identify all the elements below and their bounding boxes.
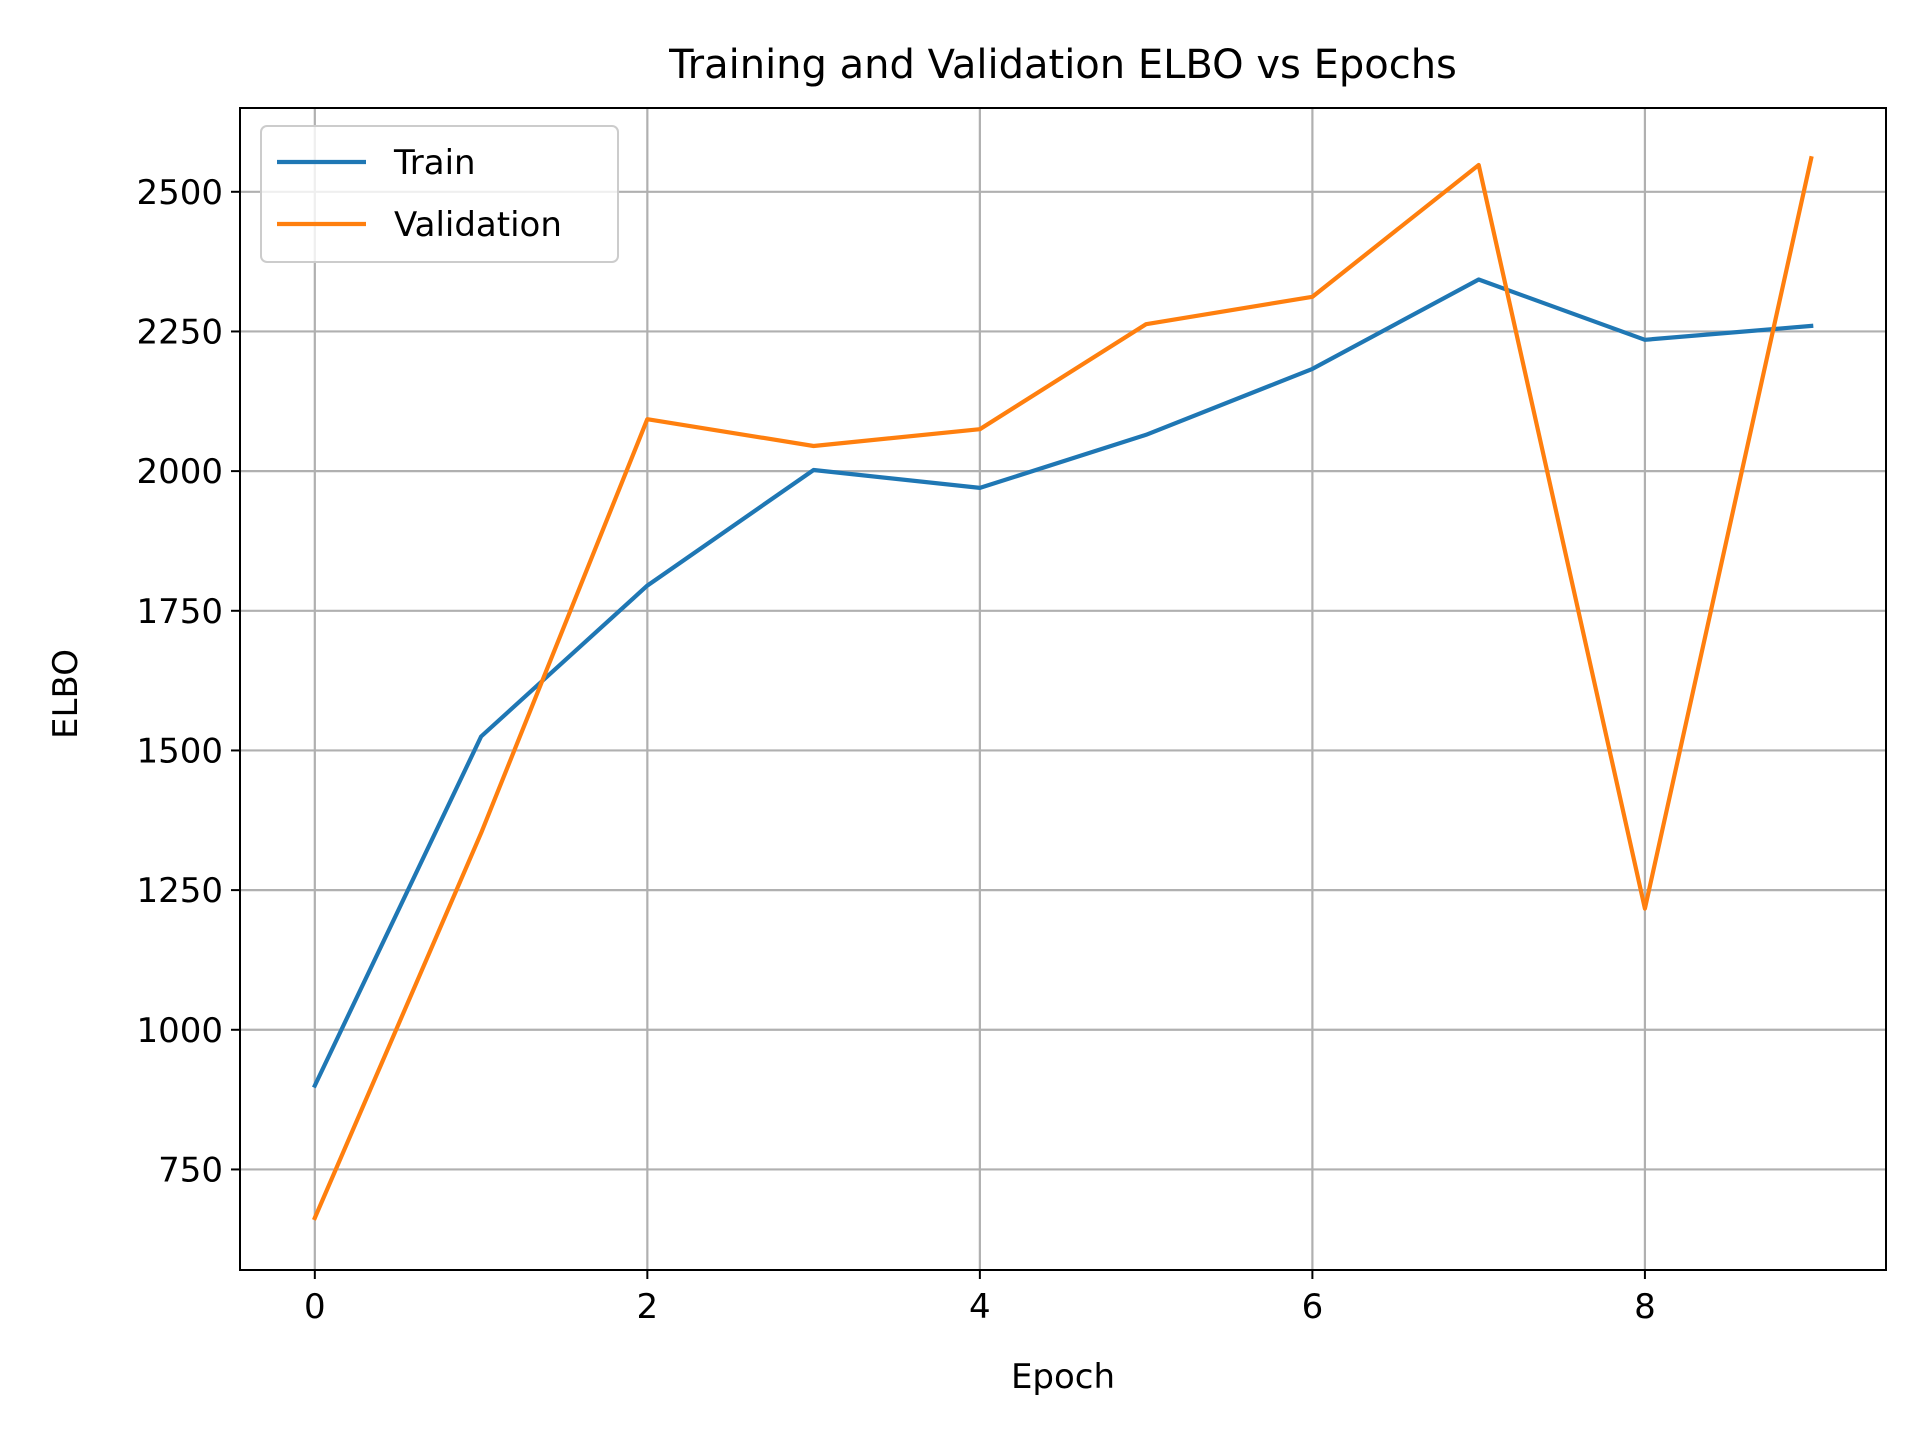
y-tick-label: 2000 bbox=[136, 452, 223, 492]
x-tick-label: 4 bbox=[969, 1287, 991, 1327]
y-tick-label: 1000 bbox=[136, 1011, 223, 1051]
y-tick-label: 1750 bbox=[136, 592, 223, 632]
chart-title: Training and Validation ELBO vs Epochs bbox=[668, 42, 1457, 88]
y-axis-label: ELBO bbox=[46, 649, 86, 739]
y-tick-label: 2250 bbox=[136, 312, 223, 352]
x-axis-label: Epoch bbox=[1011, 1357, 1115, 1397]
series-line-train bbox=[312, 277, 1814, 1089]
series-line-validation bbox=[312, 155, 1814, 1221]
axis-ticks: 0 2 4 6 8 750 1000 1250 1500 1750 2000 2250 2500 bbox=[136, 173, 1655, 1327]
x-tick-label: 8 bbox=[1634, 1287, 1656, 1327]
y-tick-label: 1250 bbox=[136, 871, 223, 911]
y-tick-label: 1500 bbox=[136, 731, 223, 771]
legend-label-train: Train bbox=[393, 143, 476, 183]
legend-label-validation: Validation bbox=[394, 205, 562, 245]
x-tick-label: 6 bbox=[1302, 1287, 1324, 1327]
legend-items: Train Validation bbox=[277, 143, 562, 245]
plot-frame bbox=[239, 107, 1887, 1271]
series-lines bbox=[312, 155, 1814, 1221]
x-tick-label: 0 bbox=[304, 1287, 326, 1327]
legend: Train Validation bbox=[260, 125, 619, 263]
y-tick-label: 2500 bbox=[136, 173, 223, 213]
x-tick-label: 2 bbox=[637, 1287, 659, 1327]
y-tick-label: 750 bbox=[158, 1150, 223, 1190]
